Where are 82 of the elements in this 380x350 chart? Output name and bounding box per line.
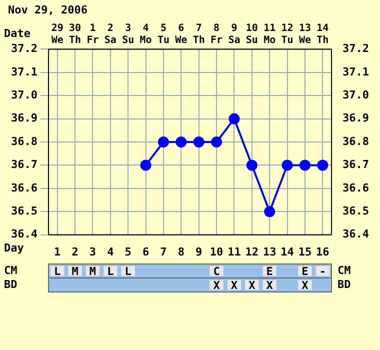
text: M: [89, 264, 96, 278]
x2-tick-label: 1: [54, 245, 62, 258]
text: M: [72, 264, 79, 278]
y-tick-label: 36.4: [10, 228, 38, 241]
text: CM: [4, 264, 18, 277]
x-tick-label: 11 Mo: [264, 22, 276, 46]
x2-tick-label: 15: [298, 245, 312, 258]
y-tick-label: 36.5: [10, 204, 38, 218]
x2-tick-label: 4: [107, 245, 114, 258]
x-tick-label: 5 Tu: [157, 22, 170, 46]
x2-tick-label: 10: [210, 245, 224, 258]
y2-tick-label: 36.7: [342, 158, 370, 172]
x2-tick-label: 16: [316, 245, 330, 258]
x2-axis-title: Day: [4, 241, 24, 254]
point: [246, 160, 258, 171]
x2-tick-label: 6: [142, 245, 150, 258]
y2-tick-label: 37.0: [342, 88, 370, 102]
x-tick-label: 8 Fr: [210, 22, 223, 46]
text: C: [213, 264, 220, 278]
point: [176, 136, 187, 148]
point: [264, 206, 276, 218]
y2-tick-label: 36.5: [342, 204, 370, 218]
text: X: [213, 278, 220, 292]
text: X: [248, 278, 256, 292]
point: [299, 160, 310, 171]
x2-tick-label: 14: [280, 245, 294, 258]
y-tick-label: 36.9: [10, 112, 38, 125]
y2-tick-label: 36.6: [342, 181, 370, 194]
x-tick-label: 6 We: [175, 22, 188, 46]
x2-tick-label: 7: [160, 245, 167, 258]
chart-title: Nov 29, 2006: [8, 3, 88, 16]
point: [193, 136, 204, 148]
y2-tick-label: 36.8: [342, 134, 370, 148]
text: X: [302, 278, 309, 292]
x-tick-label: 3 Su: [122, 22, 134, 46]
text: L: [124, 264, 132, 278]
x-tick-label: 12 Tu: [281, 22, 294, 46]
x-tick-label: 29 We: [51, 22, 64, 46]
y-tick-label: 37.1: [10, 65, 38, 78]
text: BD: [338, 278, 352, 291]
y2-tick-label: 37.1: [342, 65, 370, 78]
x-tick-label: 4 Mo: [140, 22, 152, 46]
x2-tick-label: 13: [262, 245, 276, 258]
y-tick-label: 36.8: [10, 134, 38, 148]
y-tick-label: 37.0: [10, 88, 38, 102]
point: [317, 160, 328, 171]
point: [282, 160, 293, 171]
x-tick-label: 13 We: [298, 22, 311, 46]
text: L: [107, 264, 114, 278]
x-tick-label: 1 Fr: [86, 22, 99, 46]
x-tick-label: 10 Su: [246, 22, 258, 46]
text: X: [266, 278, 274, 292]
x2-tick-label: 3: [89, 245, 96, 258]
point: [158, 136, 169, 148]
x-tick-label: 7 Th: [192, 22, 205, 46]
y2-tick-label: 36.4: [342, 228, 370, 241]
x-tick-label: 30 Th: [69, 22, 82, 46]
text: E: [302, 264, 308, 278]
x2-tick-label: 11: [228, 245, 242, 258]
point: [228, 113, 240, 124]
x2-tick-label: 5: [124, 245, 132, 258]
text: BD: [4, 278, 18, 291]
x2-tick-label: 8: [178, 245, 184, 258]
x-tick-label: 14 Th: [316, 22, 329, 46]
y2-tick-label: 37.2: [342, 42, 370, 56]
x2-tick-label: 12: [245, 245, 259, 258]
text: L: [54, 264, 62, 278]
text: X: [230, 278, 238, 292]
y-tick-label: 37.2: [10, 42, 38, 56]
x-tick-label: 9 Sa: [228, 22, 240, 46]
y-tick-label: 36.6: [10, 181, 38, 194]
x2-tick-label: 2: [72, 245, 78, 258]
y-tick-label: 36.7: [10, 158, 38, 172]
x-tick-label: 2 Sa: [104, 22, 116, 46]
x2-tick-label: 9: [196, 245, 202, 258]
point: [140, 160, 152, 171]
x-axis-title: Date: [4, 27, 31, 40]
text: -: [319, 264, 326, 278]
text: E: [266, 264, 273, 278]
y2-tick-label: 36.9: [342, 112, 370, 125]
text: CM: [338, 264, 352, 277]
point: [211, 136, 222, 148]
